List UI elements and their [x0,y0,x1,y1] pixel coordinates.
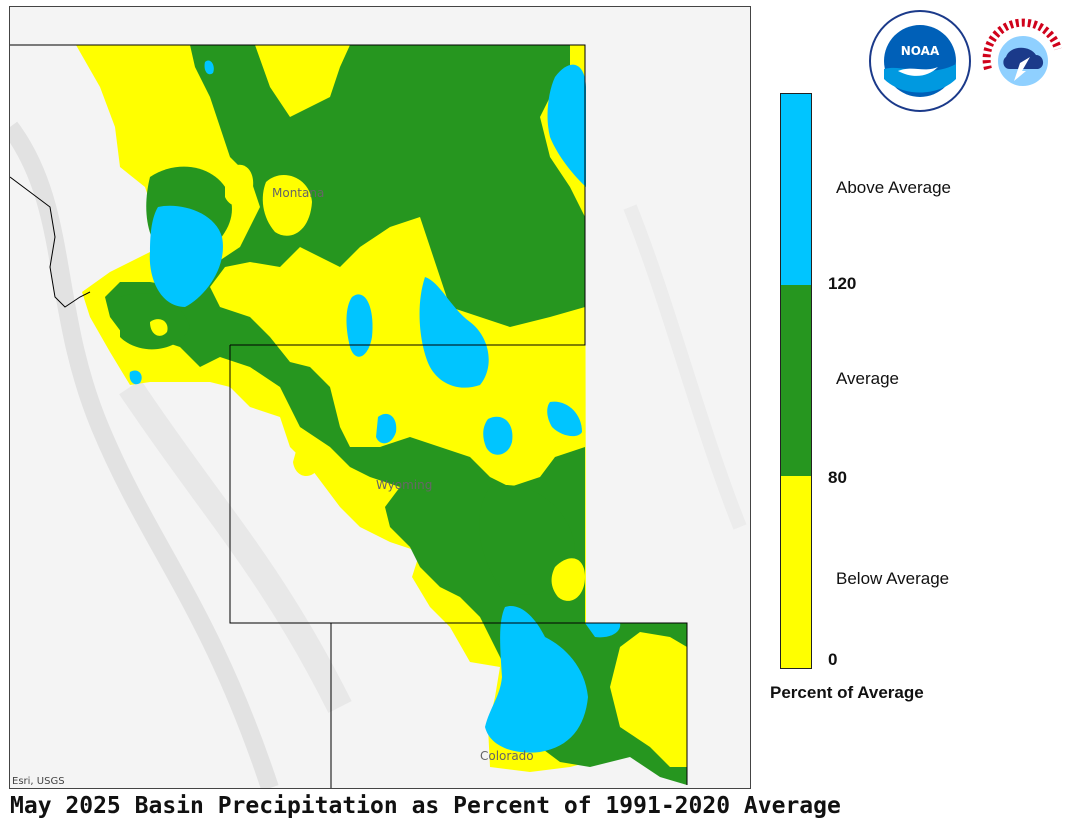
precipitation-map: Montana Wyoming Colorado [10,7,750,788]
state-label-wyoming: Wyoming [376,478,432,492]
map-credit: Esri, USGS [12,776,65,787]
noaa-logo: NOAA [868,9,972,113]
svg-text:NOAA: NOAA [901,44,940,58]
page-title: May 2025 Basin Precipitation as Percent … [10,793,841,819]
state-label-colorado: Colorado [480,749,534,763]
map-panel[interactable]: Montana Wyoming Colorado Esri, USGS [9,6,751,789]
wyoming-boundary [229,345,688,785]
legend-label-below: Below Average [836,569,950,588]
montana-boundary [10,44,586,346]
average-region [105,45,687,785]
state-label-montana: Montana [272,186,324,200]
legend-tick-120: 120 [828,274,857,293]
legend-label-above: Above Average [836,178,951,197]
legend-color-bar [780,93,812,669]
nws-logo [980,9,1066,113]
idaho-border [10,176,91,308]
legend-label-average: Average [836,369,900,388]
above-average-region [149,205,223,307]
legend-below-swatch [781,476,811,668]
legend-average-swatch [781,285,811,476]
legend-tick-0: 0 [828,650,838,669]
legend-above-swatch [781,94,811,285]
legend-title: Percent of Average [770,683,924,702]
legend-tick-80: 80 [828,468,847,487]
